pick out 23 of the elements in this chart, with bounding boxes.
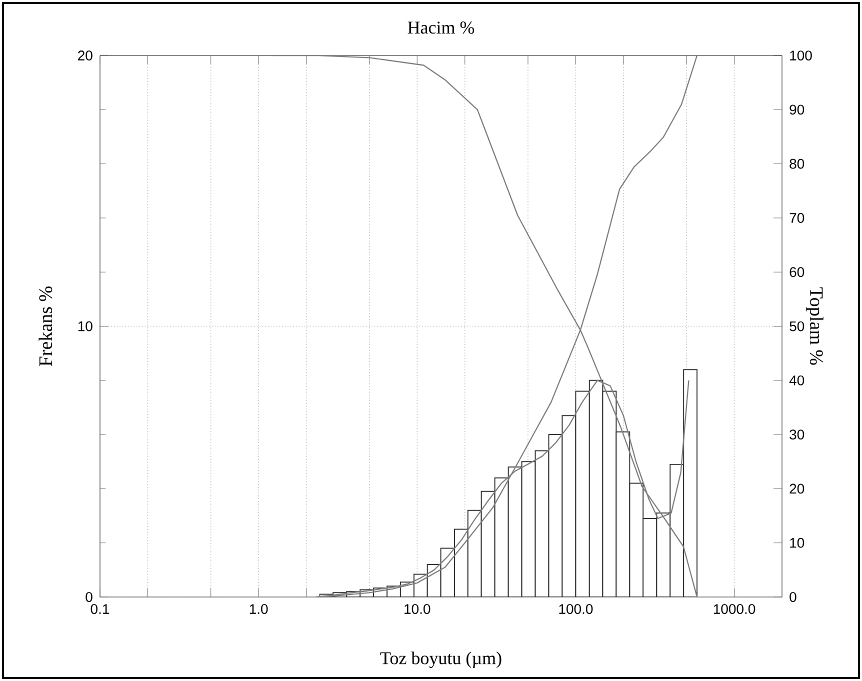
x-tick-label: 0.1 xyxy=(90,604,110,614)
y-tick-label: 20 xyxy=(78,50,92,60)
x-tick-label: 1.0 xyxy=(250,604,268,614)
y2-tick-label: 40 xyxy=(789,375,804,386)
x-tick-label: 1000.0 xyxy=(714,604,756,614)
chart-title: Hacim % xyxy=(408,22,474,34)
y2-tick-label: 100 xyxy=(790,50,812,60)
y-tick-label: 0 xyxy=(86,592,92,602)
y2-tick-label: 80 xyxy=(790,158,804,169)
y2-tick-label: 90 xyxy=(790,104,804,115)
y2-tick-label: 60 xyxy=(790,267,804,278)
x-axis-title: Toz boyutu (µm) xyxy=(380,652,502,668)
y2-tick-label: 70 xyxy=(790,213,804,223)
y2-tick-label: 30 xyxy=(790,430,804,440)
x-tick-label: 10.0 xyxy=(404,604,430,614)
y2-axis-title: Toplam % xyxy=(806,287,824,365)
y-tick-label: 10 xyxy=(78,321,92,332)
x-tick-label: 100.0 xyxy=(559,604,593,614)
y2-tick-label: 10 xyxy=(790,538,804,548)
y2-tick-label: 0 xyxy=(790,592,796,602)
y-axis-title: Frekans % xyxy=(38,286,52,366)
y2-tick-label: 20 xyxy=(790,484,804,494)
y2-tick-label: 50 xyxy=(790,321,804,332)
